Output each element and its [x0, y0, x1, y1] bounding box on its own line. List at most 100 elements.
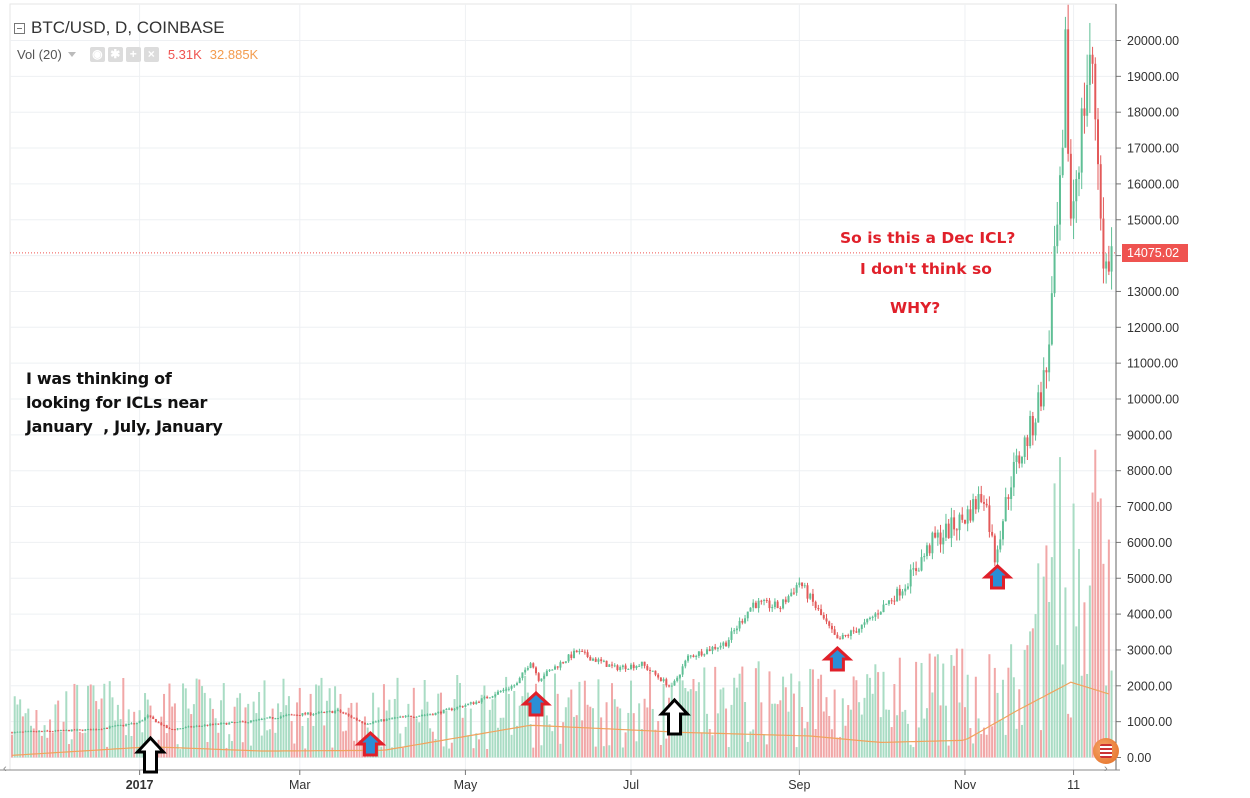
candle-body	[407, 715, 410, 717]
candle-body	[1067, 29, 1070, 154]
candle-body	[934, 532, 937, 538]
chevron-down-icon[interactable]	[67, 51, 76, 57]
volume-bar	[741, 666, 744, 758]
volume-bar	[1105, 685, 1108, 758]
close-icon[interactable]: ×	[143, 46, 159, 62]
candle-body	[1018, 455, 1021, 464]
volume-bar	[206, 742, 209, 758]
candle-body	[306, 712, 309, 715]
volume-bar	[1088, 585, 1091, 758]
volume-bar	[874, 664, 877, 758]
volume-bar	[640, 728, 643, 758]
volume-bar	[258, 691, 261, 758]
candle-body	[146, 715, 149, 718]
candle-body	[828, 621, 831, 626]
volume-bar	[230, 741, 233, 758]
candle-body	[692, 655, 695, 657]
candle-body	[616, 665, 619, 671]
volume-bar	[963, 707, 966, 758]
volume-bar	[135, 723, 138, 758]
volume-bar	[502, 717, 505, 758]
candle-body	[1010, 487, 1013, 499]
eye-icon[interactable]: ◉	[89, 46, 105, 62]
volume-bar	[611, 683, 614, 758]
volume-bar	[917, 727, 920, 758]
candle-body	[1088, 54, 1091, 85]
candle-body	[154, 719, 157, 723]
candle-body	[127, 723, 130, 725]
candle-body	[833, 629, 836, 635]
candle-body	[472, 702, 475, 704]
candle-body	[936, 532, 939, 538]
volume-bar	[936, 654, 939, 758]
volume-bar	[817, 678, 820, 758]
volume-bar	[798, 681, 801, 758]
candle-body	[429, 714, 432, 716]
volume-bar	[966, 674, 969, 758]
volume-bar	[217, 732, 220, 758]
candle-body	[681, 666, 684, 675]
candle-body	[65, 730, 68, 732]
volume-bar	[784, 687, 787, 758]
candle-body	[735, 628, 738, 631]
candle-body	[977, 494, 980, 510]
candle-body	[1023, 437, 1026, 457]
candle-body	[353, 717, 356, 719]
volume-bar	[695, 691, 698, 758]
volume-bar	[757, 661, 760, 758]
volume-bar	[1058, 457, 1061, 758]
candle-body	[581, 650, 584, 652]
plus-icon[interactable]: +	[125, 46, 141, 62]
volume-bar	[1102, 563, 1105, 758]
volume-bar	[524, 675, 527, 758]
candle-body	[524, 669, 527, 673]
candle-body	[92, 729, 95, 731]
candle-body	[795, 585, 798, 593]
candle-body	[263, 718, 266, 720]
candle-body	[336, 709, 339, 712]
candle-body	[844, 634, 847, 636]
candle-body	[301, 713, 304, 716]
gear-icon[interactable]: ✱	[107, 46, 123, 62]
candle-body	[298, 715, 301, 717]
volume-bar	[114, 720, 117, 758]
volume-bar	[491, 699, 494, 758]
candle-body	[391, 718, 394, 720]
volume-bar	[304, 748, 307, 758]
volume-bar	[350, 702, 353, 758]
candle-body	[640, 661, 643, 666]
volume-bar	[505, 676, 508, 758]
candle-body	[684, 660, 687, 667]
candle-body	[722, 642, 725, 646]
volume-bar	[168, 683, 171, 758]
volume-bar	[19, 699, 22, 758]
volume-bar	[1026, 645, 1029, 758]
why-text: WHY?	[890, 299, 941, 317]
volume-bar	[925, 708, 928, 758]
flag-icon[interactable]	[1093, 738, 1119, 764]
candle-body	[836, 634, 839, 639]
candle-body	[412, 716, 415, 718]
candle-body	[738, 620, 741, 629]
last-price-tag: 14075.02	[1122, 244, 1188, 262]
candle-body	[950, 517, 953, 539]
candle-body	[944, 523, 947, 538]
candle-body	[955, 529, 958, 531]
volume-bar	[852, 676, 855, 758]
chart-title: BTC/USD, D, COINBASE	[31, 18, 225, 37]
candle-body	[532, 663, 535, 668]
x-tick-label: Nov	[954, 778, 977, 792]
volume-bar	[866, 674, 869, 758]
volume-indicator-label[interactable]: Vol (20)	[17, 46, 62, 62]
candle-body	[89, 729, 92, 731]
candle-body	[496, 691, 499, 695]
candle-body	[868, 617, 871, 619]
collapse-icon[interactable]	[14, 22, 25, 34]
candle-body	[749, 607, 752, 612]
candle-body	[81, 729, 84, 731]
candle-body	[1094, 63, 1097, 120]
volume-bar	[1064, 587, 1067, 758]
candle-body	[885, 603, 888, 605]
volume-bar	[187, 708, 190, 758]
